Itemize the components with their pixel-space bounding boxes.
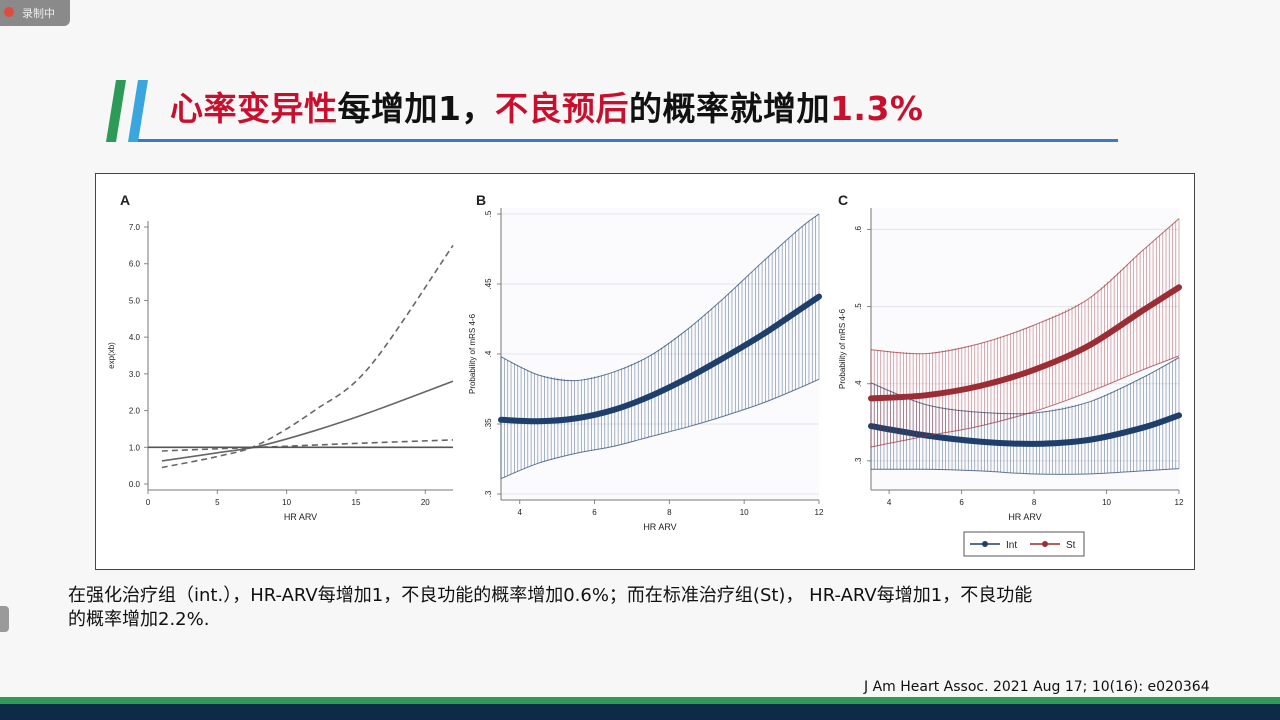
slide-title: 心率变异性每增加1，不良预后的概率就增加1.3%	[170, 82, 924, 130]
ci-lower-bound	[500, 378, 820, 480]
y-tick-label: 7.0	[129, 223, 141, 232]
side-panel-handle[interactable]	[0, 606, 9, 632]
y-tick-label: 6.0	[129, 260, 141, 269]
record-dot-icon	[4, 7, 14, 17]
x-tick-label: 8	[667, 508, 672, 517]
x-axis-label: HR ARV	[1008, 512, 1041, 522]
series-line	[868, 284, 1182, 402]
y-tick-label: .3	[484, 490, 493, 497]
x-tick-label: 0	[146, 498, 151, 507]
title-accent-bars-icon	[106, 80, 148, 142]
footer-green-bar	[0, 697, 1280, 704]
ci-lower-bound	[870, 468, 1180, 475]
legend-label: Int	[1006, 540, 1017, 551]
series-line	[868, 412, 1182, 447]
x-tick-label: 8	[1032, 498, 1037, 507]
x-tick-label: 20	[421, 498, 430, 507]
x-tick-label: 12	[815, 508, 824, 517]
recording-label: 录制中	[22, 7, 55, 20]
ci-lower-bound	[870, 355, 1180, 448]
footer-dark-bar	[0, 704, 1280, 720]
x-tick-label: 6	[592, 508, 597, 517]
ci-upper-bound	[870, 357, 1180, 415]
y-tick-label: 3.0	[129, 370, 141, 379]
legend-swatch-dot	[1042, 541, 1048, 547]
plot-background	[871, 208, 1179, 490]
x-tick-label: 6	[959, 498, 964, 507]
y-axis-label: Probability of mRS 4-6	[838, 308, 847, 389]
y-tick-label: .6	[854, 226, 863, 233]
title-part: 1.3%	[829, 89, 924, 128]
x-tick-label: 12	[1175, 498, 1184, 507]
recording-badge[interactable]: 录制中	[0, 0, 70, 26]
y-tick-label: 1.0	[129, 443, 141, 452]
title-part: 的概率就增加	[628, 89, 830, 128]
ci-upper-bound	[870, 218, 1180, 355]
charts-svg: A 0.0 1.0 2.0 3.0 4.0 5.0 6.0 7.0 0 5 10 15 20 HR ARV e…	[107, 192, 1184, 557]
caption: 在强化治疗组（int.），HR-ARV每增加1，不良功能的概率增加0.6%；而在…	[68, 584, 1218, 632]
x-tick-label: 5	[215, 498, 220, 507]
x-tick-label: 10	[1102, 498, 1111, 507]
y-axis-label: Probability of mRS 4-6	[468, 313, 477, 394]
y-tick-label: .4	[854, 380, 863, 387]
y-tick-label: 0.0	[129, 480, 141, 489]
title-part: 心率变异性	[170, 89, 338, 128]
panel-letter: A	[120, 192, 130, 208]
series-line	[498, 293, 822, 425]
x-axis-label: HR ARV	[643, 522, 676, 532]
series-line	[161, 244, 454, 469]
y-tick-label: 4.0	[129, 333, 141, 342]
y-tick-label: .35	[484, 418, 493, 430]
x-tick-label: 4	[887, 498, 892, 507]
y-tick-label: 2.0	[129, 407, 141, 416]
title-underline	[138, 139, 1118, 142]
legend-label: St	[1066, 540, 1076, 551]
panel-letter: C	[838, 192, 848, 208]
ci-upper-bound	[500, 213, 820, 382]
title-part: 每增加1，	[337, 89, 495, 128]
figure-panel: A 0.0 1.0 2.0 3.0 4.0 5.0 6.0 7.0 0 5 10 15 20 HR ARV e…	[95, 173, 1195, 570]
title-part: 不良预后	[494, 89, 629, 128]
caption-line: 在强化治疗组（int.），HR-ARV每增加1，不良功能的概率增加0.6%；而在…	[68, 585, 1033, 606]
y-axis-label: exp(xb)	[107, 342, 116, 369]
y-tick-label: .5	[854, 303, 863, 310]
citation: J Am Heart Assoc. 2021 Aug 17; 10(16): e…	[864, 679, 1210, 695]
x-tick-label: 10	[740, 508, 749, 517]
y-tick-label: .45	[484, 278, 493, 290]
x-tick-label: 4	[517, 508, 522, 517]
series-line	[161, 439, 454, 452]
x-tick-label: 15	[352, 498, 361, 507]
legend-swatch-dot	[982, 541, 988, 547]
y-tick-label: .3	[854, 457, 863, 464]
y-tick-label: .4	[484, 350, 493, 357]
y-tick-label: .5	[484, 210, 493, 217]
y-tick-label: 5.0	[129, 296, 141, 305]
x-axis-label: HR ARV	[284, 512, 317, 522]
x-tick-label: 10	[282, 498, 291, 507]
series-line	[161, 380, 454, 462]
caption-line: 的概率增加2.2%.	[68, 609, 210, 630]
panel-letter: B	[476, 192, 486, 208]
